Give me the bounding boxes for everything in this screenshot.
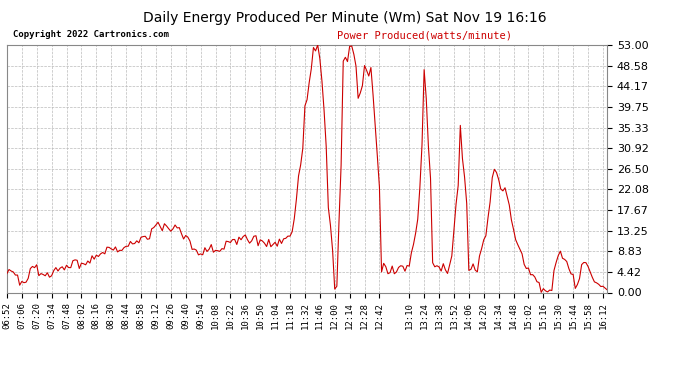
Text: Copyright 2022 Cartronics.com: Copyright 2022 Cartronics.com (13, 30, 169, 39)
Text: Power Produced(watts/minute): Power Produced(watts/minute) (337, 30, 512, 40)
Text: Daily Energy Produced Per Minute (Wm) Sat Nov 19 16:16: Daily Energy Produced Per Minute (Wm) Sa… (144, 11, 546, 25)
